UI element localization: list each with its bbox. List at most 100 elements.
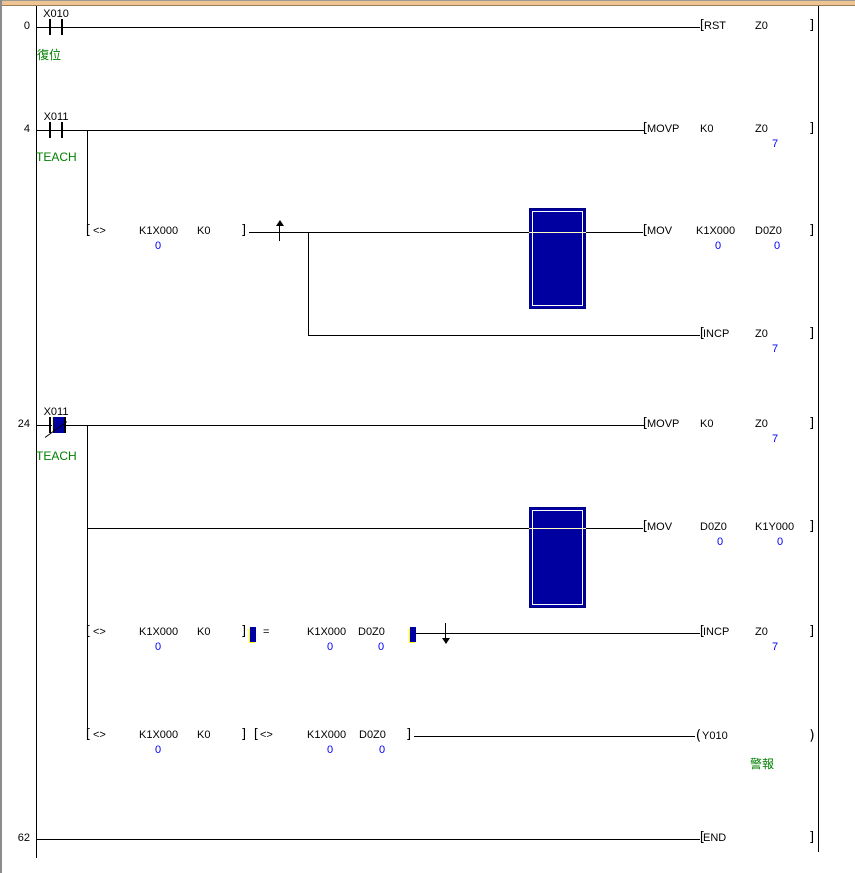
compare-contact-ne[interactable]: [ <> K1X000 0 K0 ] xyxy=(84,223,249,255)
instruction-incp[interactable]: [ INCP Z0 7 ] xyxy=(698,624,817,656)
open-bracket: [ xyxy=(84,624,92,639)
compare-contact-ne[interactable]: [ <> K1X000 0 K0 ] xyxy=(84,727,249,759)
instruction-movp[interactable]: [ MOVP K0 Z0 7 ] xyxy=(641,416,817,448)
open-bracket: [ xyxy=(252,727,260,742)
device-comment: 復位 xyxy=(37,48,62,62)
close-bracket: ] xyxy=(808,18,816,33)
rung-line xyxy=(249,232,643,233)
open-bracket: [ xyxy=(698,830,706,845)
open-bracket: [ xyxy=(698,18,706,33)
compare-operand-1: K1X000 xyxy=(139,225,179,237)
rung-line xyxy=(87,528,643,529)
monitor-value: 0 xyxy=(379,744,386,756)
close-bracket: ] xyxy=(240,223,248,238)
instruction-operand-2: D0Z0 xyxy=(755,225,782,237)
rung-line xyxy=(36,839,700,840)
instruction-mov[interactable]: [ MOV D0Z0 0 K1Y000 0 ] xyxy=(641,519,817,551)
instruction-rst[interactable]: [ RST Z0 ] xyxy=(698,18,817,50)
instruction-operand-2: K1Y000 xyxy=(755,521,795,533)
rung-line-through-cursor xyxy=(529,232,586,233)
monitor-value: 0 xyxy=(717,536,724,548)
right-power-rail xyxy=(818,6,819,852)
instruction-mnemonic: MOV xyxy=(647,225,673,237)
rung-line xyxy=(36,425,645,426)
compare-operator: <> xyxy=(93,626,106,638)
instruction-mnemonic: MOVP xyxy=(647,123,680,135)
open-bracket: [ xyxy=(641,121,649,136)
contact-device-label: X011 xyxy=(43,406,69,418)
rung-line xyxy=(414,736,695,737)
instruction-incp[interactable]: [ INCP Z0 7 ] xyxy=(698,326,817,358)
monitor-value: 0 xyxy=(155,641,162,653)
close-bracket: ] xyxy=(808,326,816,341)
compare-operand-1: K1X000 xyxy=(139,626,179,638)
close-bracket: ] xyxy=(808,121,816,136)
compare-contact-ne[interactable]: [ <> K1X000 0 K0 ] xyxy=(84,624,249,656)
contact-bar-left xyxy=(49,122,51,138)
compare-operator: <> xyxy=(93,729,106,741)
instruction-operand-1: Z0 xyxy=(755,20,768,32)
monitor-value: 0 xyxy=(327,744,334,756)
instruction-operand-1: D0Z0 xyxy=(700,521,727,533)
branch-line xyxy=(308,232,309,335)
device-comment: TEACH xyxy=(36,449,77,463)
open-bracket: [ xyxy=(641,416,649,431)
open-bracket: [ xyxy=(698,624,706,639)
close-bracket: ] xyxy=(808,830,816,845)
monitor-value: 7 xyxy=(772,433,779,445)
monitor-value: 0 xyxy=(715,240,722,252)
monitor-value: 7 xyxy=(772,138,779,150)
close-bracket: ] xyxy=(405,727,413,742)
compare-contact-ne[interactable]: [ <> K1X000 0 D0Z0 0 ] xyxy=(252,727,414,759)
coil-open-paren: ( xyxy=(694,728,703,744)
compare-operator: <> xyxy=(260,729,273,741)
close-bracket: ] xyxy=(808,416,816,431)
open-bracket: [ xyxy=(641,519,649,534)
window-left-edge xyxy=(0,0,2,873)
instruction-mnemonic: END xyxy=(703,832,727,844)
device-comment: TEACH xyxy=(36,150,77,164)
rung-line xyxy=(308,335,700,336)
compare-operand-2: K0 xyxy=(197,225,211,237)
device-comment: 警報 xyxy=(750,757,775,771)
open-bracket: [ xyxy=(698,326,706,341)
compare-contact-eq[interactable]: = K1X000 0 D0Z0 0 xyxy=(257,626,409,656)
monitor-value: 0 xyxy=(327,641,334,653)
instruction-mnemonic: INCP xyxy=(703,328,730,340)
instruction-mnemonic: RST xyxy=(704,20,726,32)
open-bracket: [ xyxy=(84,727,92,742)
compare-operand-2: D0Z0 xyxy=(358,626,385,638)
contact-bar-right xyxy=(61,122,63,138)
instruction-end[interactable]: [ END ] xyxy=(698,830,817,862)
contact-device-label: X010 xyxy=(43,8,69,20)
instruction-operand-1: K0 xyxy=(700,418,714,430)
monitor-value: 0 xyxy=(777,536,784,548)
monitor-value: 0 xyxy=(378,641,385,653)
instruction-mov[interactable]: [ MOV K1X000 0 D0Z0 0 ] xyxy=(641,223,817,255)
instruction-mnemonic: MOV xyxy=(647,521,673,533)
contact-bar-right xyxy=(64,417,66,433)
open-bracket: [ xyxy=(641,223,649,238)
rung-number: 4 xyxy=(23,123,30,135)
edit-cursor-cell[interactable] xyxy=(529,208,586,309)
edit-cursor-cell[interactable] xyxy=(529,507,586,608)
instruction-operand-1: Z0 xyxy=(755,626,768,638)
edit-cursor-inner-border xyxy=(532,510,583,605)
coil-device-label: Y010 xyxy=(702,730,728,742)
close-bracket: ] xyxy=(240,727,248,742)
compare-operand-2: K0 xyxy=(197,626,211,638)
rung-line-through-cursor xyxy=(529,528,586,529)
instruction-movp[interactable]: [ MOVP K0 Z0 7 ] xyxy=(641,121,817,153)
coil-close-paren: ) xyxy=(808,728,817,744)
left-power-rail xyxy=(36,6,37,858)
compare-operator: <> xyxy=(93,225,106,237)
rung-number: 0 xyxy=(23,20,30,32)
close-bracket: ] xyxy=(240,624,248,639)
rung-line xyxy=(36,130,645,131)
compare-operand-1: K1X000 xyxy=(307,729,347,741)
compare-operand-1: K1X000 xyxy=(139,729,179,741)
compare-true-highlight xyxy=(410,627,416,642)
instruction-operand-2: Z0 xyxy=(755,123,768,135)
rung-line xyxy=(416,633,700,634)
